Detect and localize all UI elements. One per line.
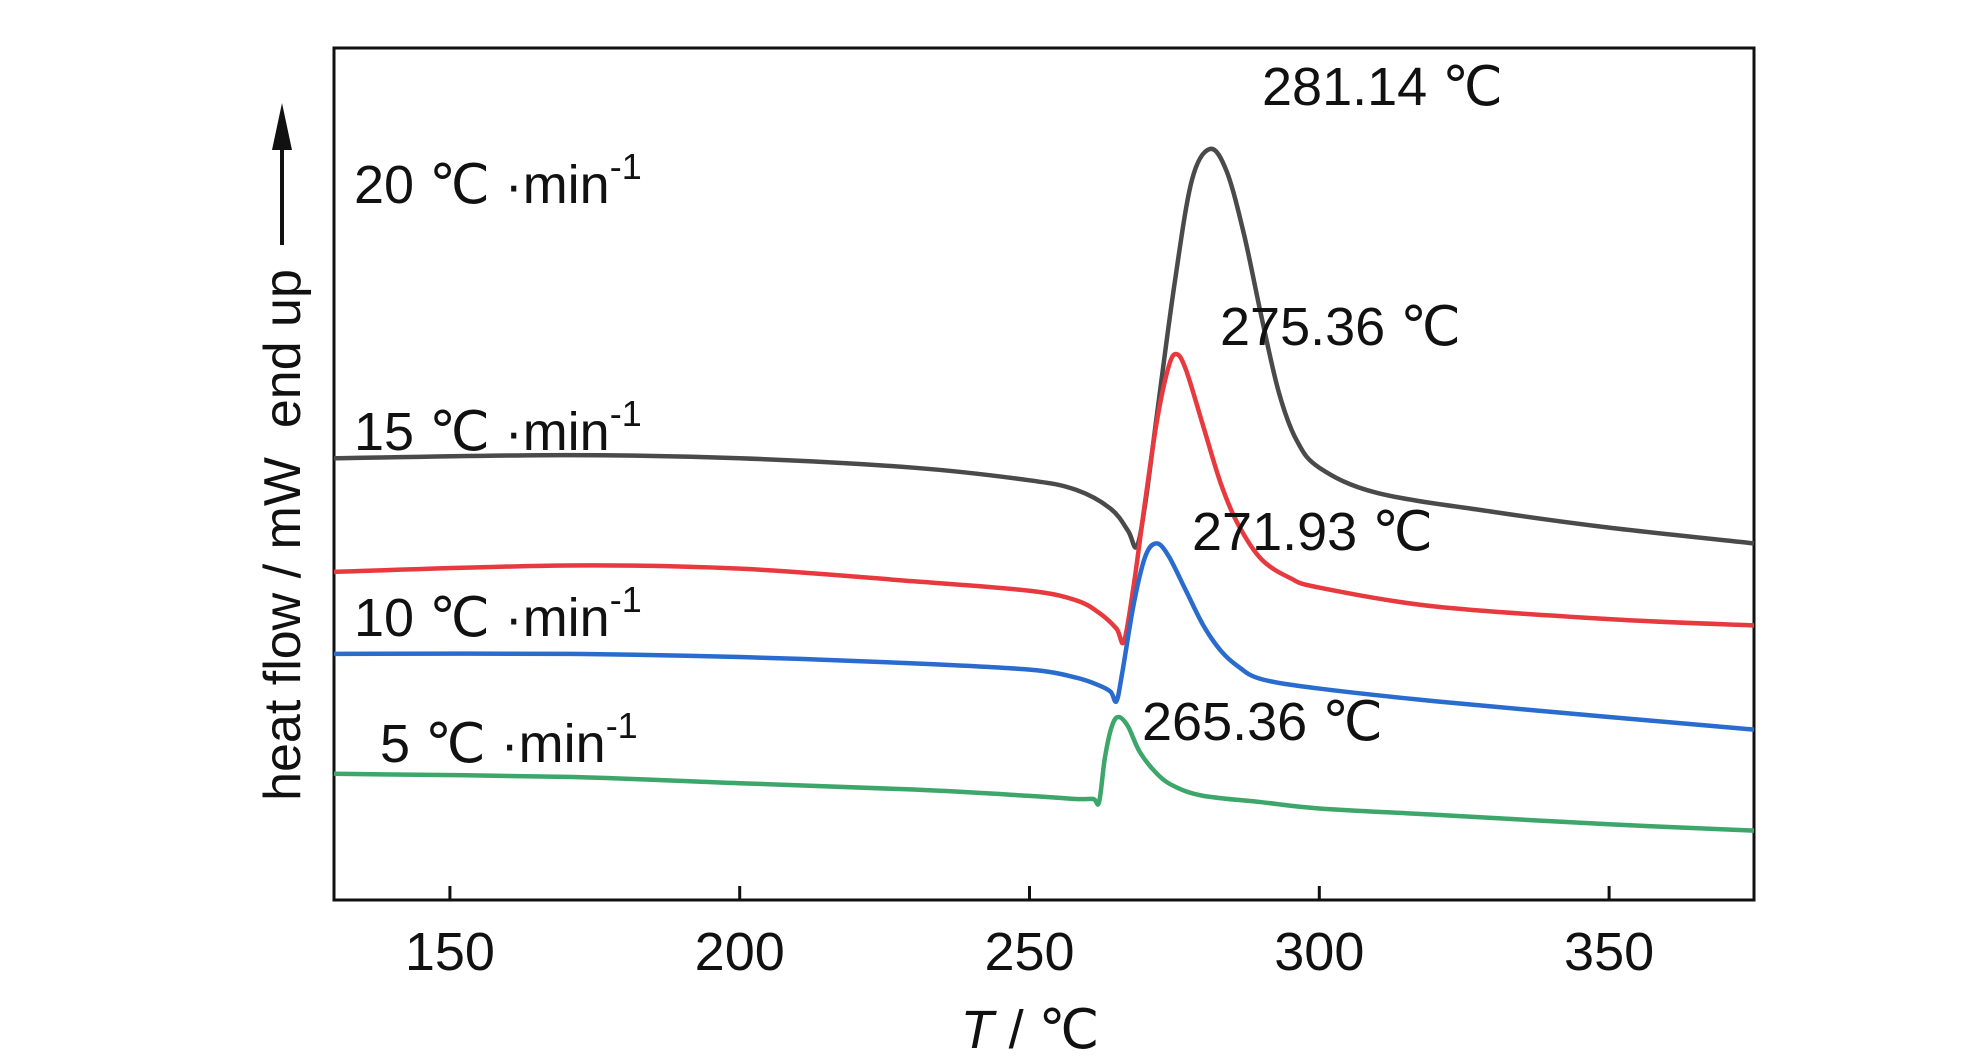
series-rate-label-sup: -1 [606, 705, 638, 746]
x-axis-title-italic: T [961, 1000, 998, 1060]
series-rate-label-main: 5 ℃ ·min [380, 714, 606, 774]
series-rate-label-sup: -1 [610, 579, 642, 620]
y-axis-title: heat flow / mW end up [254, 269, 312, 801]
peak-temperature-label: 271.93 ℃ [1192, 502, 1433, 562]
series-rate-label: 15 ℃ ·min-1 [354, 393, 642, 462]
series-line [333, 714, 1755, 833]
series-rate-label: 20 ℃ ·min-1 [354, 146, 642, 215]
x-axis-title-unit: / ℃ [994, 1000, 1100, 1060]
series-line [333, 541, 1755, 732]
peak-temperature-label: 265.36 ℃ [1142, 692, 1383, 752]
series-line [333, 146, 1755, 550]
series-rate-label-main: 15 ℃ ·min [354, 402, 610, 462]
x-tick-label: 350 [1564, 922, 1654, 982]
x-tick-label: 150 [405, 922, 495, 982]
series-rate-label-main: 20 ℃ ·min [354, 155, 610, 215]
x-tick-label: 300 [1274, 922, 1364, 982]
series-line [333, 351, 1755, 646]
peak-temperature-label: 275.36 ℃ [1220, 297, 1461, 357]
peak-temperature-label: 281.14 ℃ [1262, 57, 1503, 117]
x-axis-title: T / ℃ [961, 1000, 1100, 1060]
plot-frame [332, 46, 1756, 902]
series-rate-label: 5 ℃ ·min-1 [380, 705, 638, 774]
x-axis-ticks: 150 200 250 300 350 [405, 886, 1654, 982]
x-tick-label: 250 [984, 922, 1074, 982]
arrow-up-icon [272, 103, 292, 245]
series-rate-label-sup: -1 [610, 393, 642, 434]
x-tick-label: 200 [695, 922, 785, 982]
series-rate-label-sup: -1 [610, 146, 642, 187]
series-rate-label-main: 10 ℃ ·min [354, 588, 610, 648]
series-rate-label: 10 ℃ ·min-1 [354, 579, 642, 648]
